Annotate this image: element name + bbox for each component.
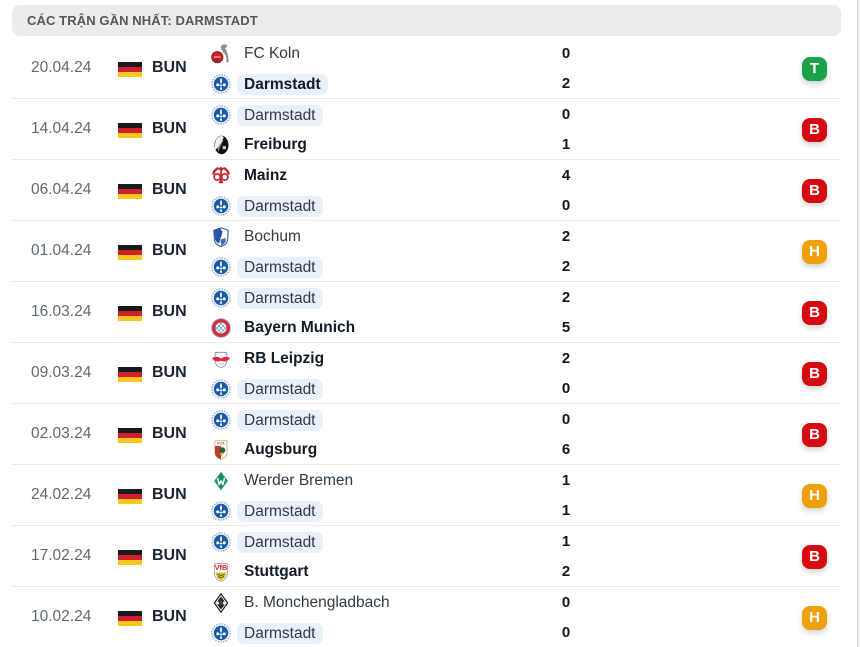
- svg-text:VfB: VfB: [215, 563, 228, 572]
- svg-text:FCA: FCA: [217, 442, 225, 446]
